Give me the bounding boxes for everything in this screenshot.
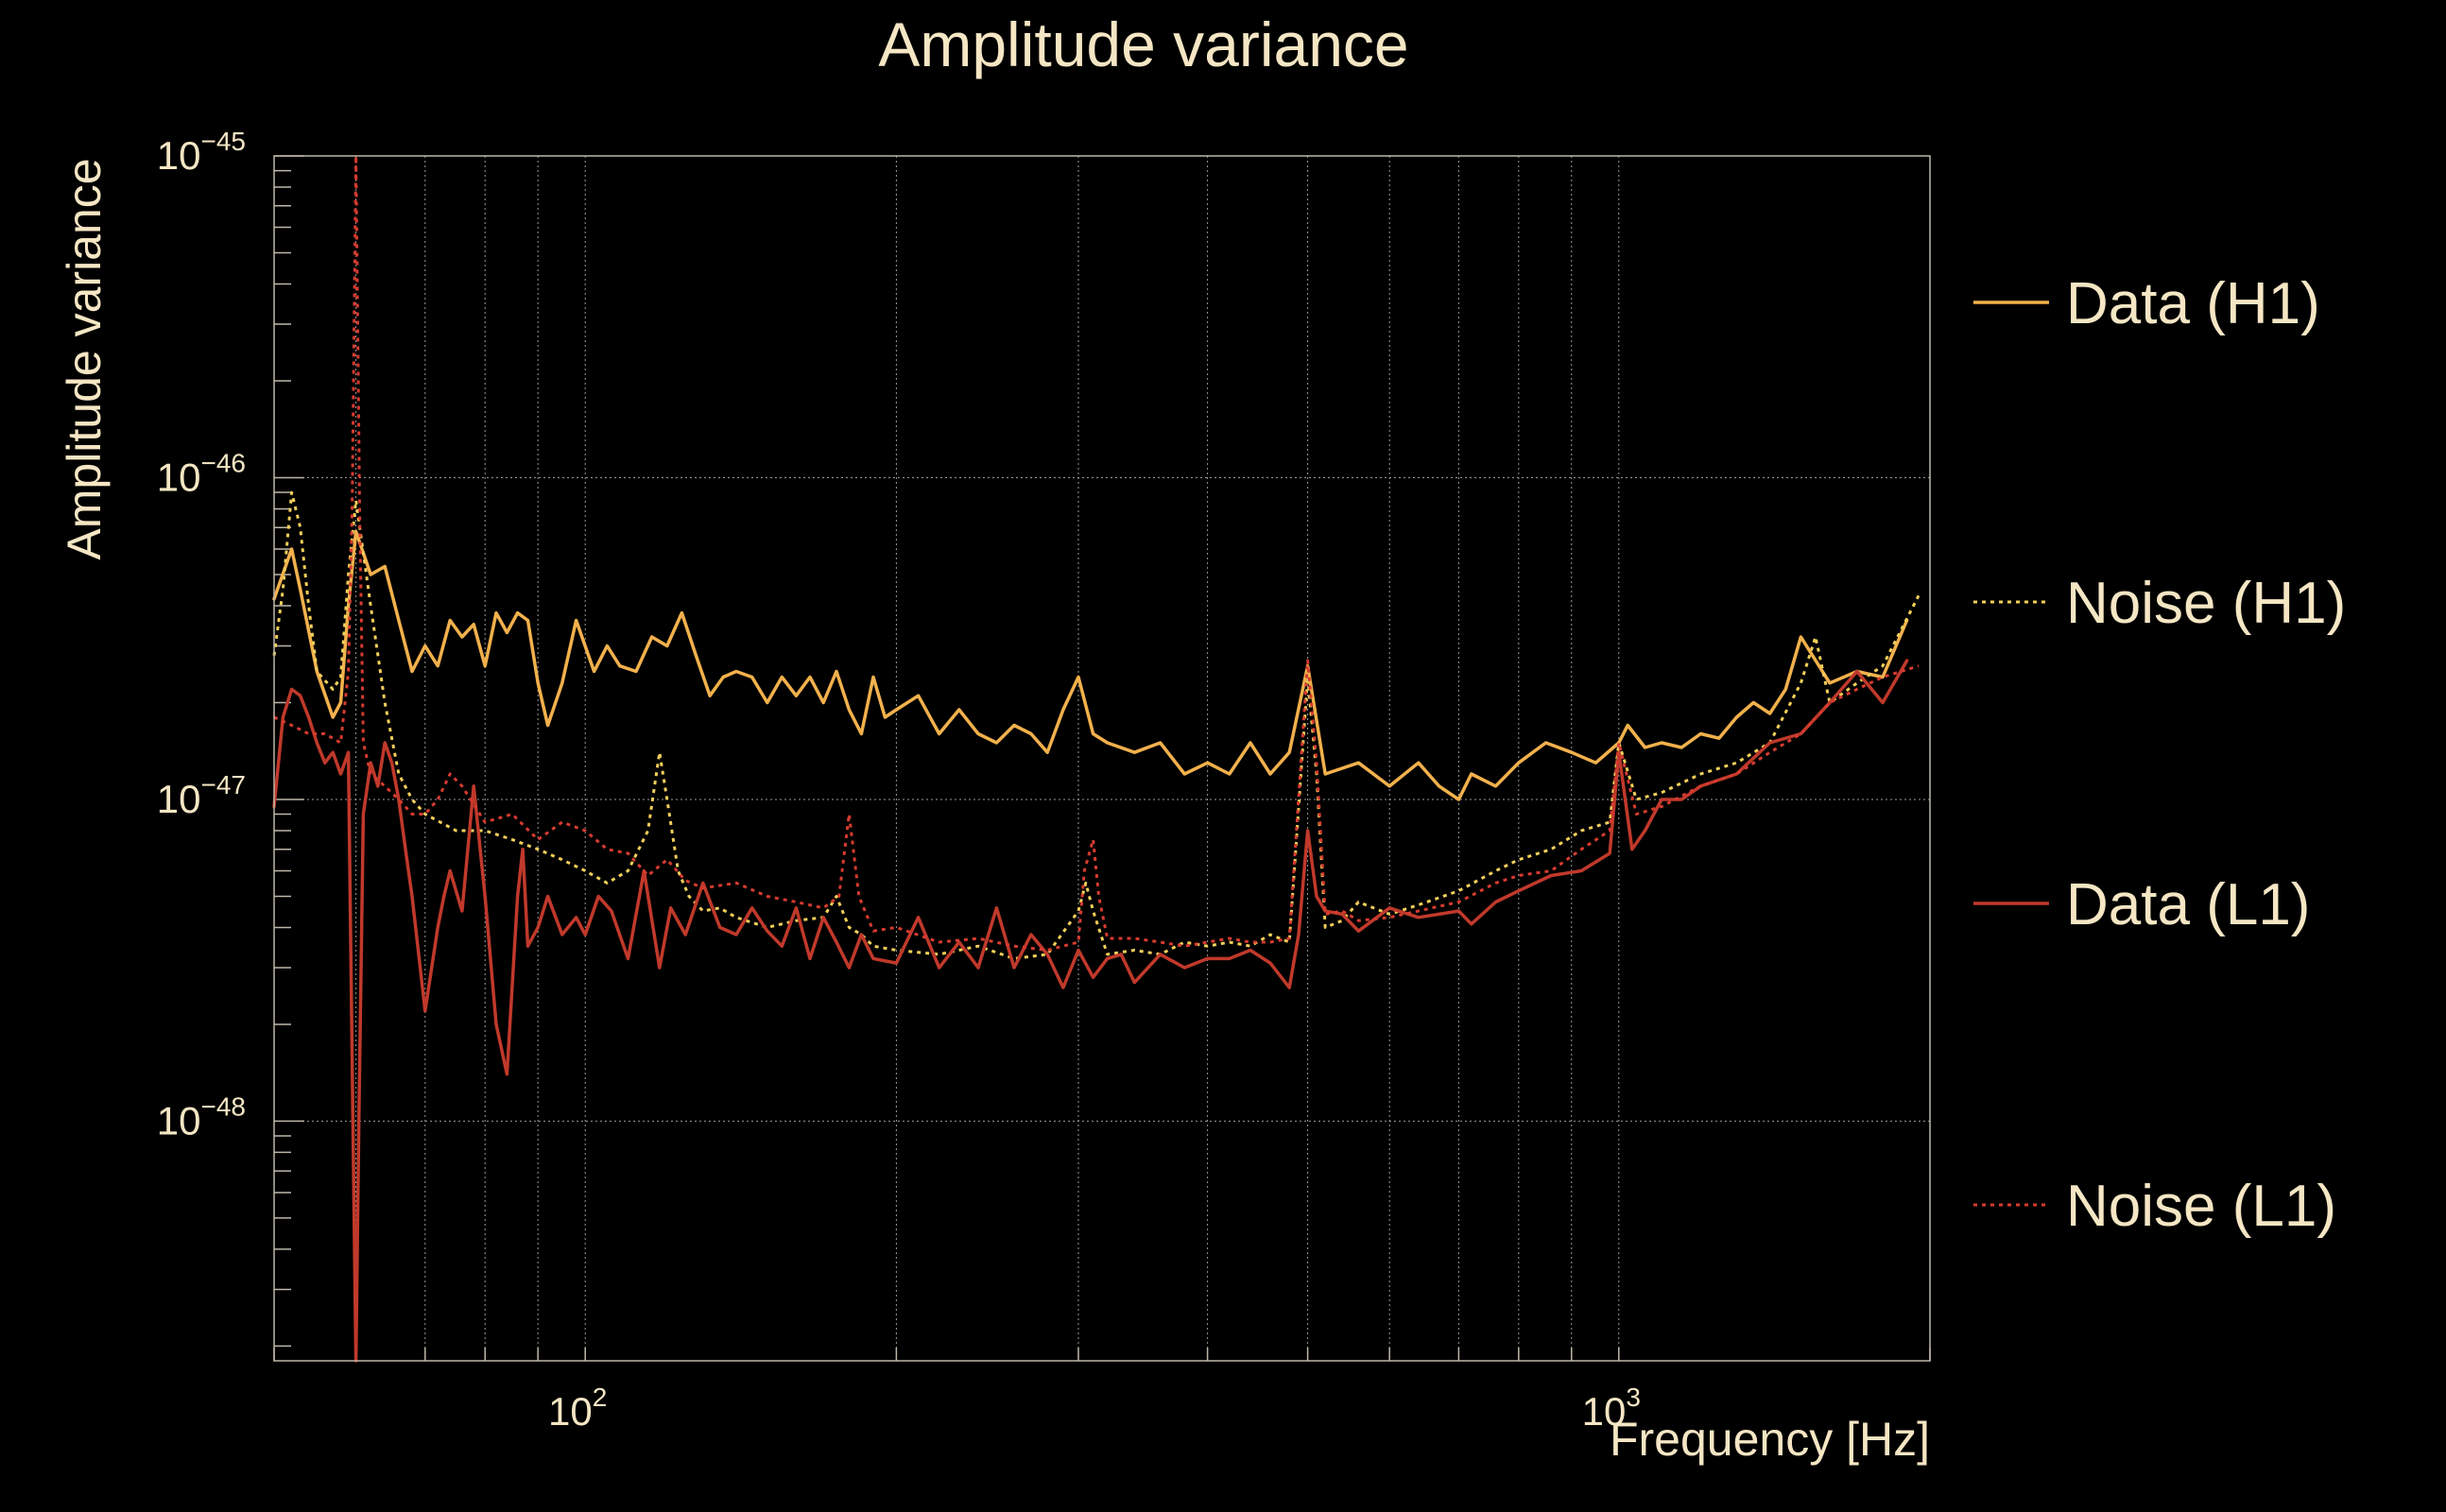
plot-frame (273, 155, 1931, 1362)
y-tick-label: 10−45 (157, 127, 246, 178)
x-axis-ticks: 102 103 (548, 1383, 1641, 1434)
series-line-4 (273, 154, 1920, 952)
legend-label-1: Data (H1) (2066, 271, 2320, 336)
series-layer (272, 154, 1921, 1363)
y-tick-label: 10−48 (157, 1091, 246, 1143)
legend-label-3: Data (L1) (2066, 872, 2310, 937)
y-axis-label: Amplitude variance (58, 158, 111, 559)
legend-label-2: Noise (H1) (2066, 571, 2346, 636)
series-line-1 (272, 529, 1909, 801)
chart-title: Amplitude variance (878, 9, 1408, 79)
series-line-2 (272, 490, 1921, 960)
x-axis-label: Frequency [Hz] (1610, 1413, 1930, 1466)
x-tick-label: 103 (1582, 1383, 1641, 1434)
y-tick-label: 10−47 (157, 770, 246, 821)
legend: Data (H1) Noise (H1) Data (L1) Noise (L1) (1973, 271, 2346, 1239)
y-axis-ticks: 10−45 10−46 10−47 10−48 (157, 127, 246, 1143)
series-line-3 (272, 659, 1909, 1363)
x-tick-label: 102 (548, 1383, 607, 1434)
legend-label-4: Noise (L1) (2066, 1174, 2336, 1239)
y-tick-label: 10−46 (157, 448, 246, 499)
